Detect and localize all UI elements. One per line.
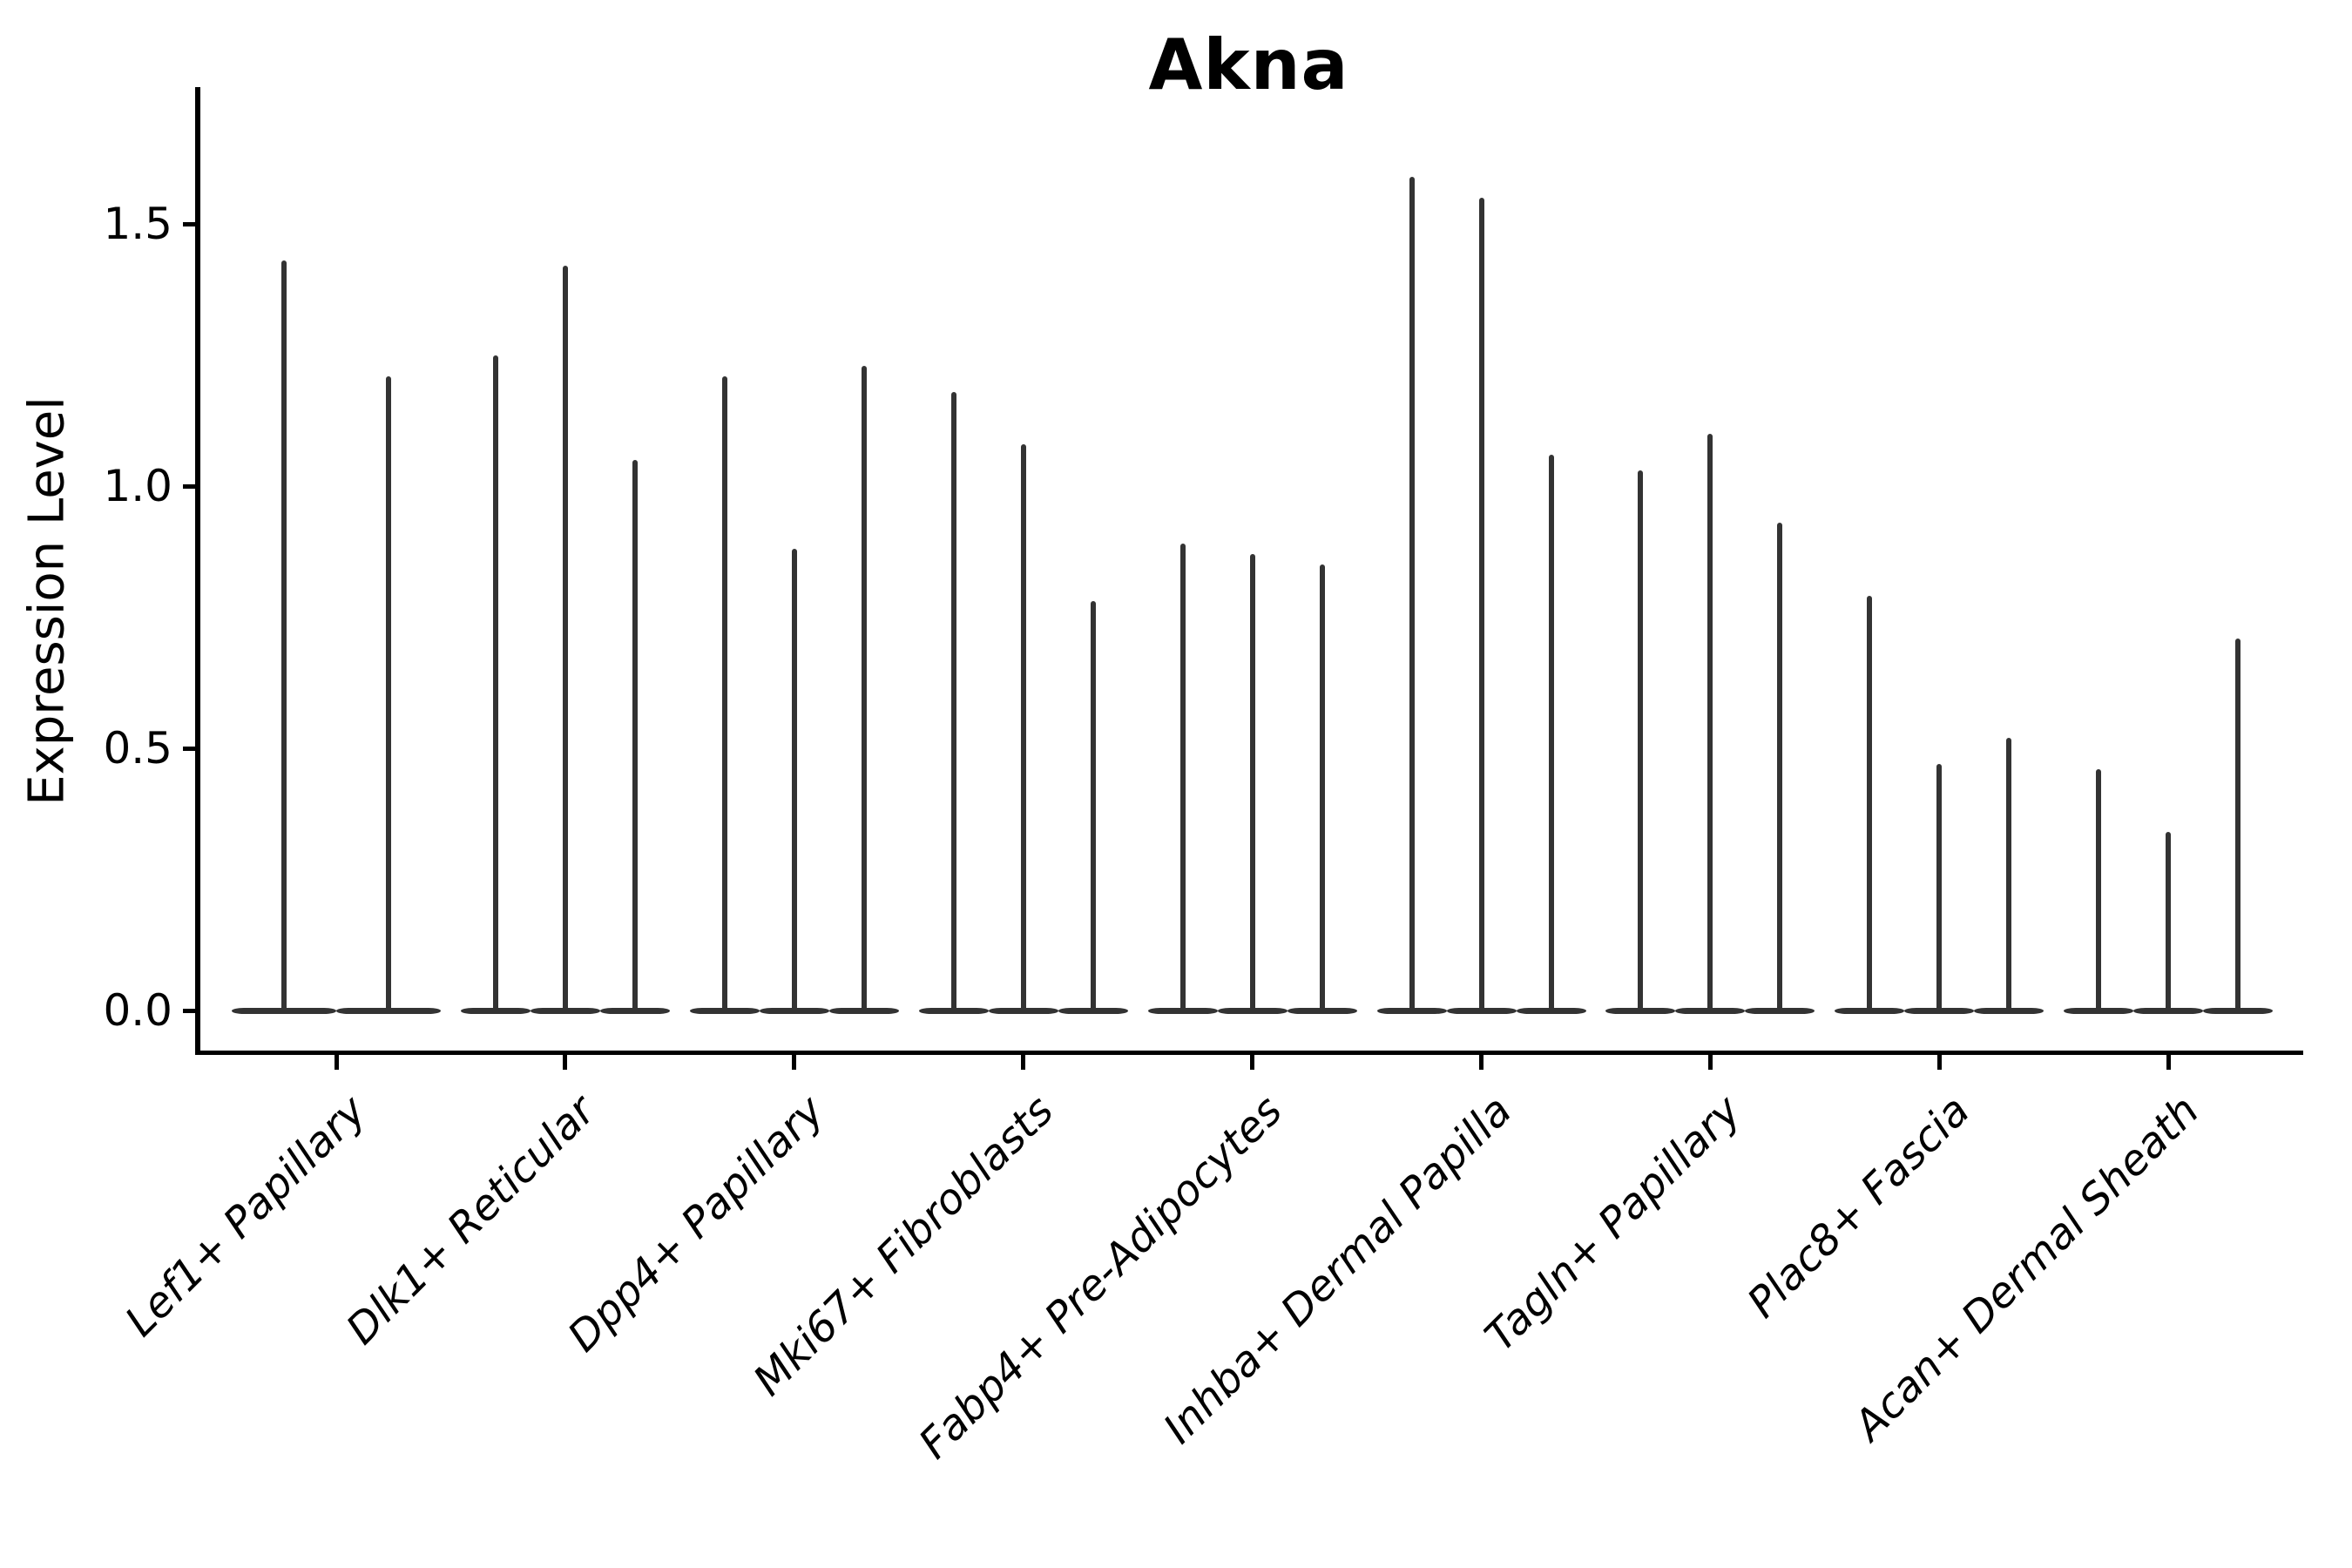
violin-needle xyxy=(2235,638,2241,1013)
x-tick-mark xyxy=(792,1055,797,1070)
violin-needle xyxy=(2166,832,2172,1013)
violin-needle xyxy=(950,391,956,1013)
violin-needle xyxy=(721,375,727,1013)
x-axis-spine xyxy=(195,1051,2303,1055)
violin-needle xyxy=(281,260,287,1013)
violin-needle xyxy=(562,266,568,1013)
x-tick-mark xyxy=(2166,1055,2171,1070)
violin-needle xyxy=(861,365,867,1013)
y-tick-label: 0.0 xyxy=(103,985,172,1036)
x-tick-mark xyxy=(1479,1055,1484,1070)
violin-needle xyxy=(2006,737,2012,1013)
violin-needle xyxy=(1090,601,1096,1013)
violin-needle xyxy=(1638,470,1644,1013)
x-tick-mark xyxy=(1936,1055,1942,1070)
violin-needle xyxy=(1707,433,1713,1013)
violin-needle xyxy=(1409,176,1415,1013)
x-axis-label: Plac8+ Fascia xyxy=(1738,1086,1979,1328)
violin-needle xyxy=(1020,443,1026,1013)
violin-needle xyxy=(632,459,638,1013)
x-axis-label: Dlk1+ Reticular xyxy=(337,1086,605,1355)
violin-needle xyxy=(1548,454,1554,1013)
violin-needle xyxy=(1936,764,1943,1013)
y-tick-mark xyxy=(183,1008,196,1013)
violin-needle xyxy=(1249,554,1255,1013)
x-tick-mark xyxy=(1250,1055,1255,1070)
x-tick-mark xyxy=(334,1055,339,1070)
y-tick-label: 1.5 xyxy=(103,199,172,249)
violin-needle xyxy=(1478,197,1484,1013)
violin-needle xyxy=(1319,564,1325,1013)
x-axis-label: Lef1+ Papillary xyxy=(116,1086,376,1347)
violin-needle xyxy=(1777,523,1783,1013)
violin-needle xyxy=(1179,544,1186,1013)
y-tick-mark xyxy=(183,746,196,751)
violin-needle xyxy=(1867,596,1873,1013)
x-axis-label: Tagln+ Papillary xyxy=(1475,1086,1750,1362)
y-tick-mark xyxy=(183,483,196,489)
y-tick-label: 1.0 xyxy=(103,461,172,511)
x-tick-mark xyxy=(1707,1055,1713,1070)
x-axis-label: Fabp4+ Pre-Adipocytes xyxy=(909,1086,1293,1469)
violin-needle xyxy=(791,549,797,1013)
x-tick-mark xyxy=(1021,1055,1026,1070)
y-tick-label: 0.5 xyxy=(103,723,172,774)
chart-title: Akna xyxy=(1148,24,1349,105)
y-axis-spine xyxy=(195,87,200,1055)
x-axis-label: Dpp4+ Papillary xyxy=(558,1086,835,1362)
x-tick-mark xyxy=(563,1055,568,1070)
violin-needle xyxy=(492,355,498,1013)
violin-needle xyxy=(2096,769,2102,1013)
y-tick-mark xyxy=(183,221,196,226)
violin-needle xyxy=(386,375,391,1013)
